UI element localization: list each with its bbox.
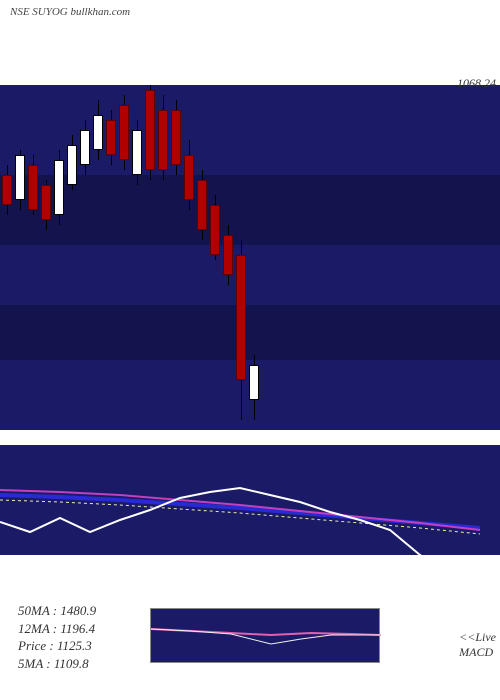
ticker-source: NSE SUYOG bullkhan.com	[10, 6, 130, 18]
candle-body	[67, 145, 77, 185]
line-macd-pink	[151, 629, 381, 635]
candle-body	[93, 115, 103, 150]
bg-band	[0, 305, 500, 360]
line-price-line	[0, 488, 480, 575]
candle-body	[132, 130, 142, 175]
chart-header: NSE SUYOG bullkhan.com	[10, 6, 130, 18]
candle-body	[119, 105, 129, 160]
candle-body	[145, 90, 155, 170]
candle-body	[41, 185, 51, 220]
macd-lines	[151, 609, 381, 664]
bg-band	[0, 245, 500, 305]
candle-body	[184, 155, 194, 200]
bg-band	[0, 175, 500, 245]
candle-body	[15, 155, 25, 200]
candle-body	[80, 130, 90, 165]
stat-line: 5MA : 1109.8	[18, 655, 96, 673]
stat-line: 12MA : 1196.4	[18, 620, 96, 638]
candle-body	[2, 175, 12, 205]
price-axis-value: 1068.24	[457, 76, 496, 90]
candle-body	[197, 180, 207, 230]
stats-block: 50MA : 1480.912MA : 1196.4Price : 1125.3…	[18, 602, 96, 672]
candle-body	[171, 110, 181, 165]
indicator-lines	[0, 440, 500, 590]
candle-body	[158, 110, 168, 170]
live-macd-label: <<Live MACD	[459, 630, 496, 660]
price-axis-label: 1068.24	[457, 76, 496, 91]
candle-body	[54, 160, 64, 215]
candle-body	[28, 165, 38, 210]
stat-line: 50MA : 1480.9	[18, 602, 96, 620]
stat-line: Price : 1125.3	[18, 637, 96, 655]
live-label-line2: MACD	[459, 645, 496, 660]
candle-body	[249, 365, 259, 400]
candle-body	[106, 120, 116, 155]
candle-body	[223, 235, 233, 275]
macd-mini-panel	[150, 608, 380, 663]
candle-body	[210, 205, 220, 255]
live-label-line1: <<Live	[459, 630, 496, 645]
candle-body	[236, 255, 246, 380]
